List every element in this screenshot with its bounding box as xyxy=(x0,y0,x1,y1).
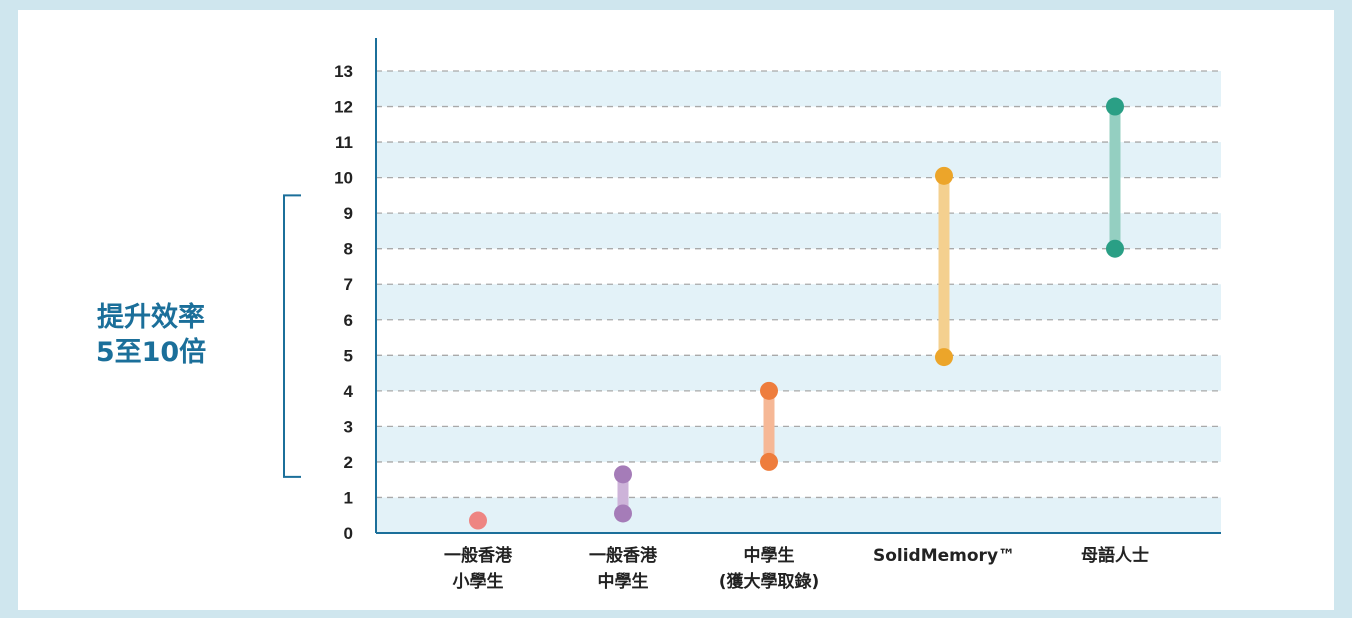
chart-frame: 0 1 2 3 4 5 6 7 8 9 10 11 12 13 一般香港 小學生 一般香港 中學生 中學生 (獲大學取… xyxy=(18,10,1334,610)
range-low-point xyxy=(1106,239,1124,258)
y-tick-label: 1 xyxy=(344,488,353,507)
callout-line-1: 提升效率 xyxy=(97,302,205,333)
x-category-label: 母語人士 xyxy=(1081,545,1149,566)
x-category-label: 中學生 xyxy=(744,545,795,566)
range-high-point xyxy=(935,166,953,185)
x-category-label: 一般香港 xyxy=(444,545,513,566)
y-tick-label: 10 xyxy=(334,169,353,188)
range-low-point xyxy=(614,504,632,523)
x-category-label: SolidMemory™ xyxy=(873,546,1015,566)
x-category-label: 一般香港 xyxy=(589,545,658,566)
range-high-point xyxy=(614,465,632,484)
bracket xyxy=(283,194,301,478)
y-tick-label: 0 xyxy=(344,524,353,543)
grid-band xyxy=(376,284,1221,320)
y-tick-label: 9 xyxy=(344,204,353,223)
y-tick-label: 12 xyxy=(334,98,353,117)
callout-line-2: 5至10倍 xyxy=(95,337,207,368)
y-tick-label: 13 xyxy=(334,62,353,81)
grid-band xyxy=(376,71,1221,107)
grid-band xyxy=(376,142,1221,178)
grid-band xyxy=(376,426,1221,462)
range-low-point xyxy=(935,348,953,367)
y-tick-label: 6 xyxy=(344,311,353,330)
y-tick-label: 4 xyxy=(344,382,354,401)
x-category-label: 中學生 xyxy=(598,571,649,592)
y-tick-label: 2 xyxy=(344,453,353,472)
x-category-label: (獲大學取錄) xyxy=(719,571,820,592)
range-low-point xyxy=(469,511,487,530)
y-tick-label: 8 xyxy=(344,240,353,259)
grid-band xyxy=(376,213,1221,249)
chart-svg: 012345678910111213一般香港小學生一般香港中學生中學生(獲大學取… xyxy=(283,38,1221,592)
y-tick-label: 3 xyxy=(344,417,353,436)
range-high-point xyxy=(1106,97,1124,116)
range-high-point xyxy=(760,381,778,400)
y-tick-label: 11 xyxy=(335,133,353,152)
y-tick-label: 7 xyxy=(344,275,353,294)
range-low-point xyxy=(760,452,778,471)
efficiency-callout: 提升效率 5至10倍 xyxy=(56,300,246,370)
grid-band xyxy=(376,355,1221,391)
y-tick-label: 5 xyxy=(344,346,353,365)
x-category-label: 小學生 xyxy=(453,571,504,592)
grid-band xyxy=(376,497,1221,533)
